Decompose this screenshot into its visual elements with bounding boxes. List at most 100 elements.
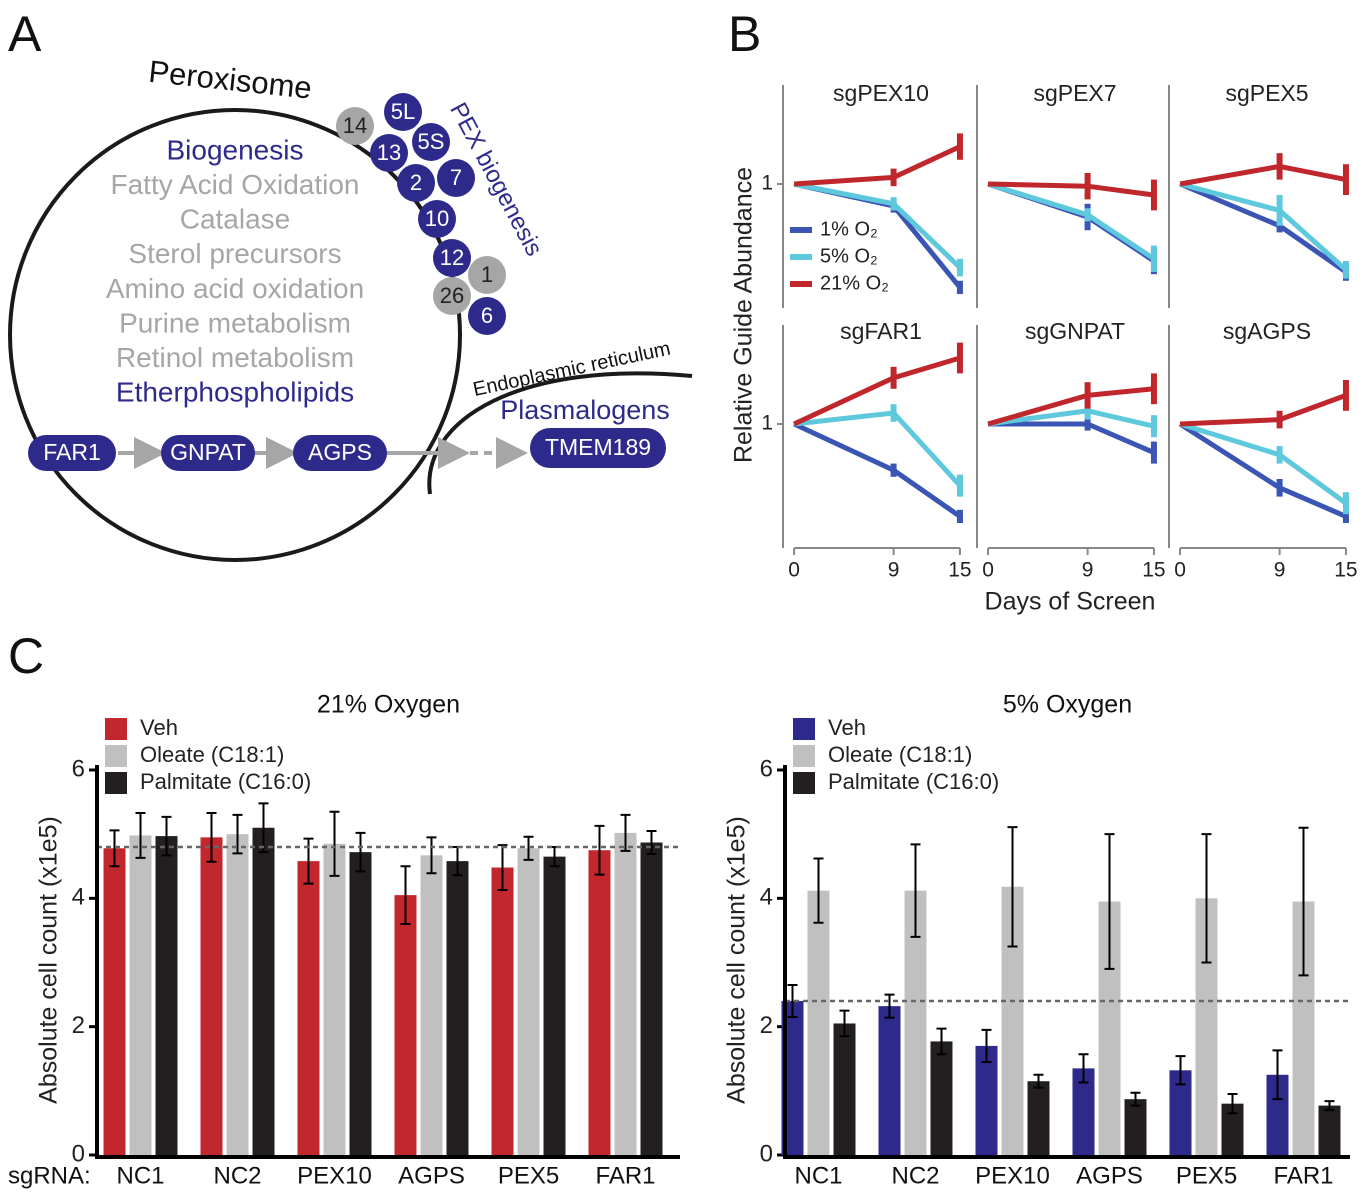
- bar: [420, 855, 443, 1155]
- bar: [446, 861, 469, 1155]
- error-bar: [1342, 261, 1349, 279]
- x-tick-label: NC2: [213, 1162, 261, 1189]
- error-bar: [258, 802, 269, 854]
- error-bar: [936, 1027, 947, 1056]
- panel-title: sgAGPS: [1223, 318, 1311, 344]
- x-tick-label: PEX5: [1176, 1162, 1237, 1189]
- bar: [588, 850, 611, 1155]
- error-bar: [1104, 833, 1115, 970]
- error-bar: [890, 366, 897, 389]
- pex-protein: [412, 123, 450, 161]
- series-line: [793, 410, 962, 488]
- bar: [1266, 1074, 1289, 1155]
- error-bar: [1150, 245, 1157, 272]
- enzyme-pill: [161, 435, 255, 471]
- error-bar: [1227, 1093, 1238, 1115]
- y-axis-label: Absolute cell count (x1e5): [723, 816, 751, 1104]
- bar: [1072, 1068, 1095, 1155]
- pex-protein: [437, 159, 475, 197]
- error-bar: [956, 342, 963, 374]
- panel-title: sgFAR1: [840, 318, 922, 344]
- panel-title: sgPEX7: [1033, 80, 1116, 106]
- error-bar: [890, 197, 897, 211]
- legend-swatch: [793, 718, 815, 740]
- series-line: [1179, 163, 1347, 187]
- pex-protein-label: 13: [377, 140, 401, 165]
- enzyme-pill: [28, 435, 116, 471]
- error-bar: [161, 815, 172, 857]
- pex-protein: [336, 107, 374, 145]
- x-tick-label: PEX10: [975, 1162, 1050, 1189]
- pex-protein: [418, 200, 456, 238]
- error-bar: [1175, 1055, 1186, 1086]
- error-bar: [646, 829, 657, 856]
- error-bar: [1150, 441, 1157, 464]
- series-line: [988, 421, 1155, 455]
- panel-title: sgGNPAT: [1025, 318, 1125, 344]
- x-tick-label: AGPS: [1076, 1162, 1143, 1189]
- error-bar: [1342, 492, 1349, 515]
- compartment-label: Peroxisome: [147, 54, 313, 106]
- bar: [930, 1041, 953, 1155]
- error-bar: [1324, 1100, 1335, 1112]
- y-tick-label: 6: [760, 755, 773, 782]
- bar: [323, 843, 346, 1155]
- bar: [226, 834, 249, 1155]
- y-tick-label: 1: [761, 412, 773, 435]
- error-bar: [1084, 402, 1091, 420]
- bar: [394, 895, 417, 1155]
- enzyme-label: FAR1: [43, 439, 101, 465]
- x-tick-label: 0: [1174, 559, 1186, 582]
- error-bar: [1130, 1091, 1141, 1107]
- legend-label: Palmitate (C16:0): [140, 769, 311, 794]
- error-bar: [1342, 509, 1349, 523]
- function-label: Etherphospholipids: [116, 377, 354, 408]
- error-bar: [1150, 415, 1157, 438]
- pex-protein-label: 14: [343, 113, 367, 138]
- x-tick-label: 9: [1274, 559, 1286, 582]
- peroxisome-membrane: [8, 108, 462, 562]
- pex-protein-label: 7: [450, 165, 462, 190]
- x-tick-label: 9: [888, 559, 900, 582]
- error-bar: [232, 813, 243, 855]
- legend-swatch: [105, 772, 127, 794]
- error-bar: [1084, 173, 1091, 200]
- error-bar: [1342, 380, 1349, 411]
- bar: [200, 837, 223, 1155]
- bar: [252, 827, 275, 1155]
- bar: [614, 832, 637, 1155]
- error-bar: [956, 258, 963, 277]
- series-line: [1179, 421, 1348, 506]
- error-bar: [1201, 833, 1212, 964]
- pex-protein: [370, 134, 408, 172]
- x-tick-label: AGPS: [398, 1162, 465, 1189]
- x-tick-label: 9: [1082, 559, 1094, 582]
- error-bar: [594, 824, 605, 876]
- y-axis-label: Absolute cell count (x1e5): [35, 816, 63, 1104]
- bar: [807, 890, 830, 1155]
- error-bar: [620, 813, 631, 852]
- legend-label: Veh: [828, 715, 866, 740]
- error-bar: [135, 811, 146, 859]
- error-bar: [910, 843, 921, 938]
- product-label: Plasmalogens: [500, 395, 670, 425]
- chart-title: 21% Oxygen: [317, 691, 460, 719]
- bar: [1027, 1081, 1050, 1155]
- x-tick-label: 15: [1334, 559, 1357, 582]
- error-bar: [884, 993, 895, 1019]
- pex-protein-label: 6: [481, 303, 493, 328]
- error-bar: [1276, 479, 1283, 497]
- legend-swatch: [105, 718, 127, 740]
- pex-protein-label: 26: [440, 283, 464, 308]
- panel-label: A: [8, 6, 42, 62]
- pex-protein-label: 5L: [391, 99, 415, 124]
- error-bar: [1298, 826, 1309, 977]
- pex-protein: [468, 256, 506, 294]
- error-bar: [523, 835, 534, 861]
- error-bar: [813, 857, 824, 924]
- error-bar: [1276, 410, 1283, 429]
- error-bar: [329, 810, 340, 877]
- enzyme-label: TMEM189: [545, 434, 651, 460]
